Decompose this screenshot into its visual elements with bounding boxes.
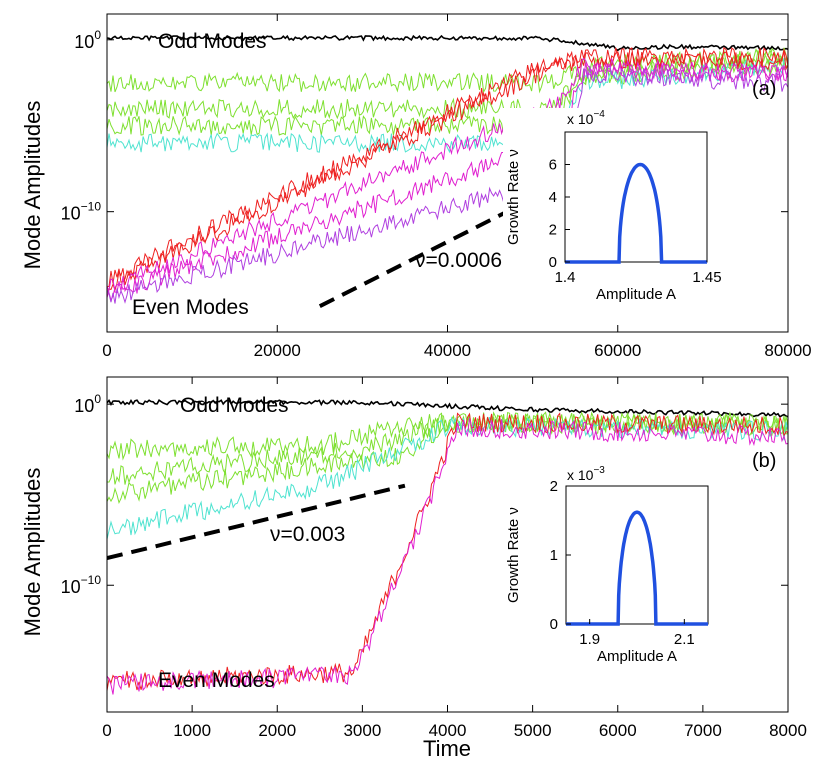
series-line-3-0 [107, 46, 788, 288]
plot-area [107, 399, 788, 695]
plot-area [107, 34, 788, 304]
x-tick-label: 4000 [429, 721, 467, 740]
panel-a: 0 20000 40000 60000 80000 100 10−10 Odd Modes Ev… [61, 13, 812, 360]
series-line-2-0 [107, 57, 788, 154]
inset-y-tick-label: 1 [550, 547, 558, 564]
panel-label: (b) [752, 450, 776, 472]
inset-background [504, 462, 728, 666]
y-tick-label: 10−10 [61, 200, 102, 224]
y-tick-label: 10−10 [61, 573, 102, 597]
x-tick-label: 7000 [684, 721, 722, 740]
x-axis-label: Time [423, 736, 471, 761]
growth-rate-dashed-line [106, 483, 406, 561]
inset-x-tick-label: 1.4 [555, 269, 576, 286]
odd-modes-label: Odd Modes [158, 30, 267, 53]
growth-rate-curve [565, 162, 707, 264]
growth-rate-label: ν=0.0006 [415, 249, 502, 272]
x-tick-label: 8000 [769, 721, 807, 740]
series-line-0-0 [107, 34, 788, 52]
inset-y-tick-label: 2 [549, 222, 557, 239]
inset-y-label: Growth Rate ν [505, 507, 522, 603]
inset-y-tick-label: 2 [550, 478, 558, 495]
y-axis-label-b: Mode Amplitudes [20, 468, 45, 637]
series-line-4-0 [107, 418, 788, 695]
inset-y-tick-label: 0 [550, 616, 558, 633]
series-line-1-0 [107, 47, 788, 94]
x-tick-label: 6000 [599, 721, 637, 740]
inset-plot: 1.4 1.45 0 2 4 6 Amplitude A Growth Rate ν x 10−… [503, 108, 727, 304]
x-tick-label: 3000 [343, 721, 381, 740]
x-tick-label: 0 [102, 721, 111, 740]
inset-plot: 1.9 2.1 0 1 2 Amplitude A Growth Rate ν x 10−3 [504, 462, 728, 666]
x-tick-label: 2000 [258, 721, 296, 740]
y-axis-label-a: Mode Amplitudes [20, 101, 45, 270]
inset-y-tick-label: 0 [549, 254, 557, 271]
series-line-0-0 [107, 399, 788, 419]
inset-x-label: Amplitude A [597, 648, 677, 665]
inset-y-label: Growth Rate ν [505, 149, 522, 245]
inset-background [503, 108, 727, 304]
growth-rate-curve [566, 510, 708, 626]
inset-x-tick-label: 2.1 [674, 631, 695, 648]
x-tick-label: 20000 [254, 341, 301, 360]
inset-y-tick-label: 4 [549, 189, 557, 206]
odd-modes-label: Odd Modes [180, 394, 289, 417]
inset-y-tick-label: 6 [549, 157, 557, 174]
y-tick-label: 100 [74, 28, 101, 52]
y-tick-label: 100 [74, 392, 101, 416]
series-line-5-0 [107, 65, 788, 304]
inset-x-label: Amplitude A [596, 286, 676, 303]
x-tick-label: 60000 [594, 341, 641, 360]
growth-rate-label: ν=0.003 [270, 523, 345, 546]
even-modes-label: Even Modes [132, 296, 249, 319]
series-line-3-1 [107, 50, 788, 294]
inset-scale-label: x 10−4 [567, 109, 605, 127]
x-tick-label: 1000 [173, 721, 211, 740]
x-tick-label: 80000 [764, 341, 811, 360]
panel-label: (a) [752, 78, 776, 100]
inset-x-tick-label: 1.9 [579, 631, 600, 648]
series-line-3-0 [107, 412, 788, 691]
inset-scale-label: x 10−3 [567, 465, 605, 483]
x-tick-label: 0 [102, 341, 111, 360]
even-modes-label: Even Modes [158, 669, 275, 692]
x-tick-label: 40000 [424, 341, 471, 360]
panel-b: 0 1000 2000 3000 4000 5000 6000 7000 8000 100 10−1… [61, 376, 807, 740]
x-tick-label: 5000 [514, 721, 552, 740]
series-line-4-1 [107, 61, 788, 302]
inset-x-tick-label: 1.45 [692, 269, 721, 286]
